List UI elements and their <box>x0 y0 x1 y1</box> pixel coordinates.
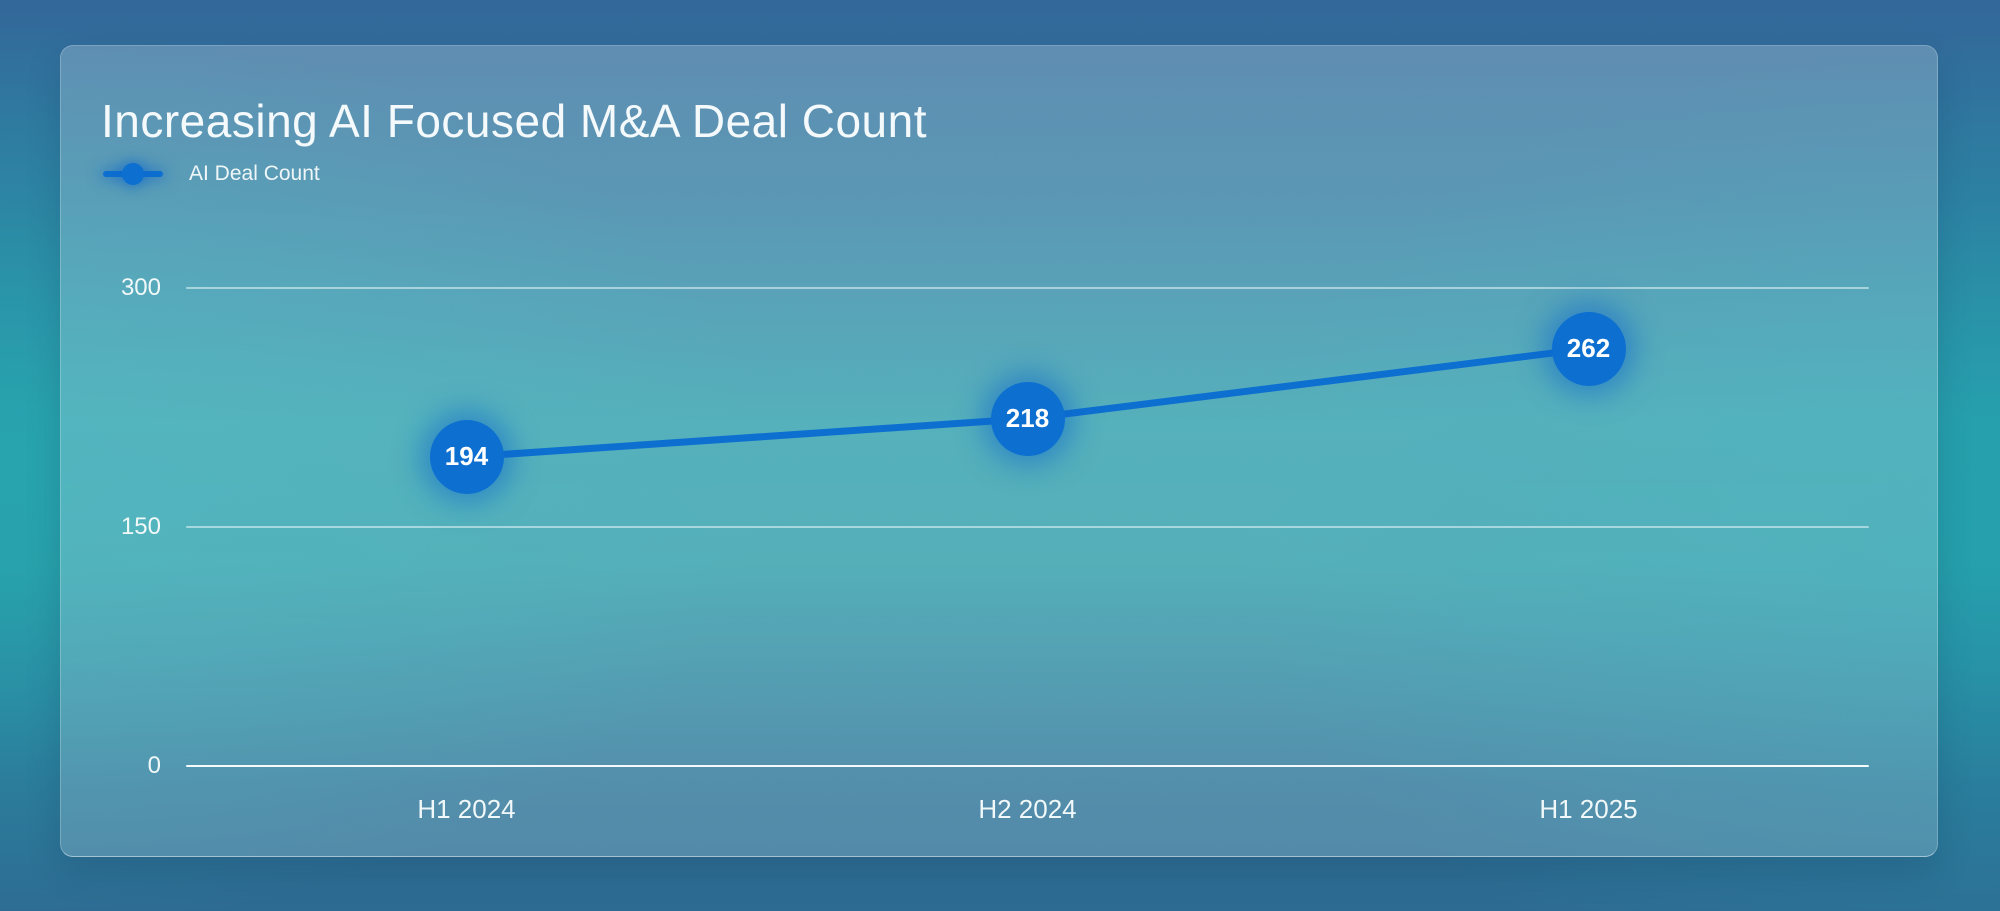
x-axis-tick-h1-2025: H1 2025 <box>1539 794 1638 824</box>
y-axis-tick-300: 300 <box>120 274 161 301</box>
x-axis-baseline <box>186 765 1869 767</box>
data-point-h1-2025[interactable]: 262 <box>1551 311 1626 386</box>
data-point-value: 218 <box>1005 403 1050 434</box>
data-point-value: 194 <box>444 441 489 472</box>
data-point-value: 262 <box>1566 333 1611 364</box>
gridline-y-150 <box>186 526 1869 528</box>
chart-title: Increasing AI Focused M&A Deal Count <box>101 95 927 147</box>
legend-point-icon <box>122 163 144 185</box>
gridline-y-300 <box>186 287 1869 289</box>
x-axis-tick-h1-2024: H1 2024 <box>417 794 516 824</box>
y-axis-tick-0: 0 <box>147 752 161 779</box>
x-axis-tick-h2-2024: H2 2024 <box>978 794 1077 824</box>
y-axis-tick-150: 150 <box>120 513 161 540</box>
series-line-ai-deal-count <box>463 345 1592 461</box>
chart-card: Increasing AI Focused M&A Deal Count AI … <box>60 45 1938 857</box>
legend-line-marker-icon <box>103 163 163 185</box>
legend-label: AI Deal Count <box>189 162 320 185</box>
legend-item-ai-deal-count[interactable]: AI Deal Count <box>103 156 320 192</box>
data-point-h2-2024[interactable]: 218 <box>990 381 1065 456</box>
data-point-h1-2024[interactable]: 194 <box>429 419 504 494</box>
line-chart-plot-area: 0 150 300 H1 2024 H2 2024 H1 2025 194 218 262 <box>61 46 1939 858</box>
